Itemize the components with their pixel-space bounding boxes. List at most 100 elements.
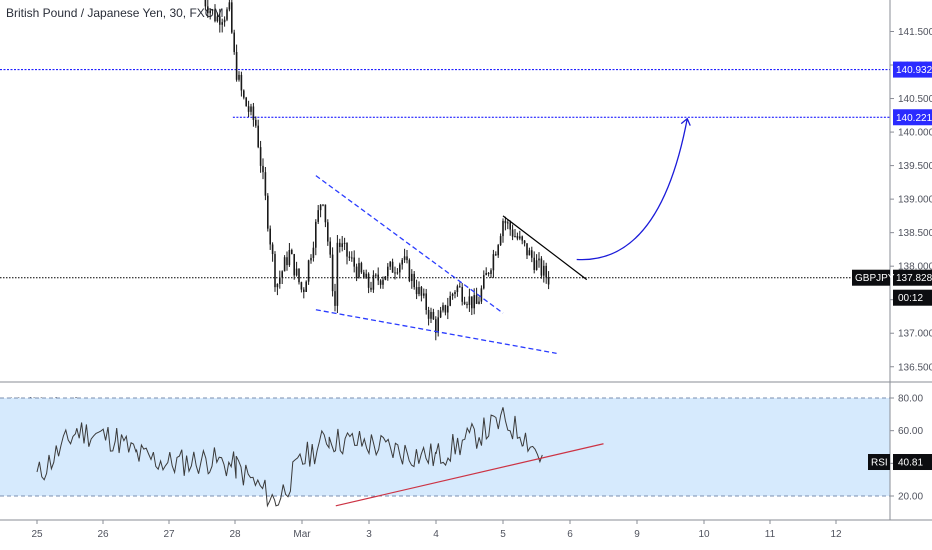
- candle-body: [341, 243, 343, 247]
- candle-body: [370, 287, 372, 290]
- rsi-value-tag: 40.81: [898, 458, 923, 469]
- candle-body: [276, 283, 279, 288]
- candle-body: [334, 291, 336, 306]
- candle-body: [447, 305, 449, 313]
- candle-body: [439, 310, 442, 318]
- candle-body: [389, 261, 391, 267]
- arrow-head: [680, 117, 691, 126]
- candle-body: [545, 265, 547, 278]
- candle-body: [252, 106, 255, 120]
- candle-body: [471, 296, 473, 309]
- candle-body: [353, 257, 355, 267]
- candle-body: [211, 9, 214, 11]
- candle-body: [281, 271, 283, 278]
- candle-body: [495, 254, 497, 256]
- resistance-line: [502, 215, 588, 281]
- candle-body: [327, 222, 329, 242]
- candle-body: [351, 257, 353, 259]
- candle-body: [358, 263, 360, 278]
- candle-body: [492, 254, 495, 271]
- candle-body: [219, 16, 221, 25]
- candle-body: [475, 295, 478, 304]
- candle-body: [519, 236, 521, 239]
- candle-body: [363, 272, 365, 279]
- candle-body: [391, 261, 394, 273]
- candle-body: [375, 274, 377, 276]
- price-tick-label: 139.000: [898, 195, 932, 206]
- candle-body: [262, 165, 264, 173]
- candle-body: [291, 249, 293, 255]
- candle-body: [459, 286, 461, 288]
- candle-body: [269, 228, 271, 245]
- candle-body: [216, 16, 219, 22]
- candle-body: [456, 286, 459, 293]
- candle-body: [204, 0, 207, 7]
- rsi-label-tag: RSI: [871, 458, 888, 469]
- candle-body: [346, 242, 348, 257]
- time-tick-label: 25: [31, 529, 43, 540]
- time-tick-label: 26: [97, 529, 109, 540]
- candle-body: [511, 229, 514, 237]
- candle-body: [226, 9, 228, 20]
- candle-body: [514, 235, 516, 237]
- candle-body: [449, 295, 451, 306]
- candle-body: [207, 6, 209, 14]
- candle-body: [442, 305, 444, 311]
- candle-body: [507, 222, 509, 224]
- current-price-tag-bg: [893, 269, 932, 286]
- price-tick-label: 138.500: [898, 228, 932, 239]
- candle-body: [255, 119, 257, 126]
- level-tag: 140.221: [896, 113, 932, 124]
- rsi-band: [0, 398, 890, 496]
- candle-body: [444, 305, 447, 313]
- candle-body: [384, 276, 387, 280]
- rsi-value-tag-bg: [893, 454, 932, 471]
- candle-body: [221, 22, 223, 25]
- candle-body: [497, 245, 499, 256]
- candle-body: [264, 172, 267, 196]
- candle-body: [298, 268, 300, 283]
- candle-body: [360, 263, 363, 273]
- candle-body: [423, 293, 425, 296]
- candle-body: [257, 125, 259, 148]
- candle-body: [418, 287, 420, 295]
- candle-body: [521, 236, 523, 241]
- candle-body: [480, 288, 483, 302]
- price-tick-label: 137.000: [898, 329, 932, 340]
- current-price-tag-symbol-bg: [852, 269, 890, 286]
- time-tick-label: 5: [500, 529, 506, 540]
- timer-tag: 00:12: [898, 293, 923, 304]
- level-tag-bg: [893, 61, 932, 78]
- candle-body: [315, 221, 317, 248]
- candle-body: [259, 147, 262, 166]
- candle-body: [348, 256, 351, 258]
- time-tick-label: 9: [634, 529, 640, 540]
- candle-body: [526, 243, 528, 256]
- candle-body: [533, 257, 535, 270]
- candle-body: [415, 287, 418, 295]
- candle-body: [538, 258, 540, 261]
- candle-body: [463, 301, 466, 305]
- candle-body: [540, 258, 543, 276]
- candle-body: [502, 220, 504, 237]
- candle-body: [274, 254, 276, 288]
- candle-body: [231, 2, 233, 33]
- candle-body: [223, 19, 226, 23]
- price-tick-label: 138.000: [898, 262, 932, 273]
- candle-body: [324, 204, 327, 223]
- candle-body: [379, 280, 382, 285]
- candle-body: [372, 275, 375, 290]
- candles: [204, 0, 550, 341]
- candle-body: [504, 220, 507, 224]
- candle-body: [382, 279, 384, 285]
- candle-body: [454, 292, 456, 294]
- candle-body: [461, 286, 463, 302]
- candle-body: [293, 254, 295, 276]
- current-price-tag: 137.828: [896, 273, 932, 284]
- candle-body: [305, 281, 307, 292]
- time-tick-label: Mar: [293, 529, 311, 540]
- price-tick-label: 140.000: [898, 128, 932, 139]
- candle-body: [377, 274, 379, 281]
- candle-body: [279, 277, 281, 284]
